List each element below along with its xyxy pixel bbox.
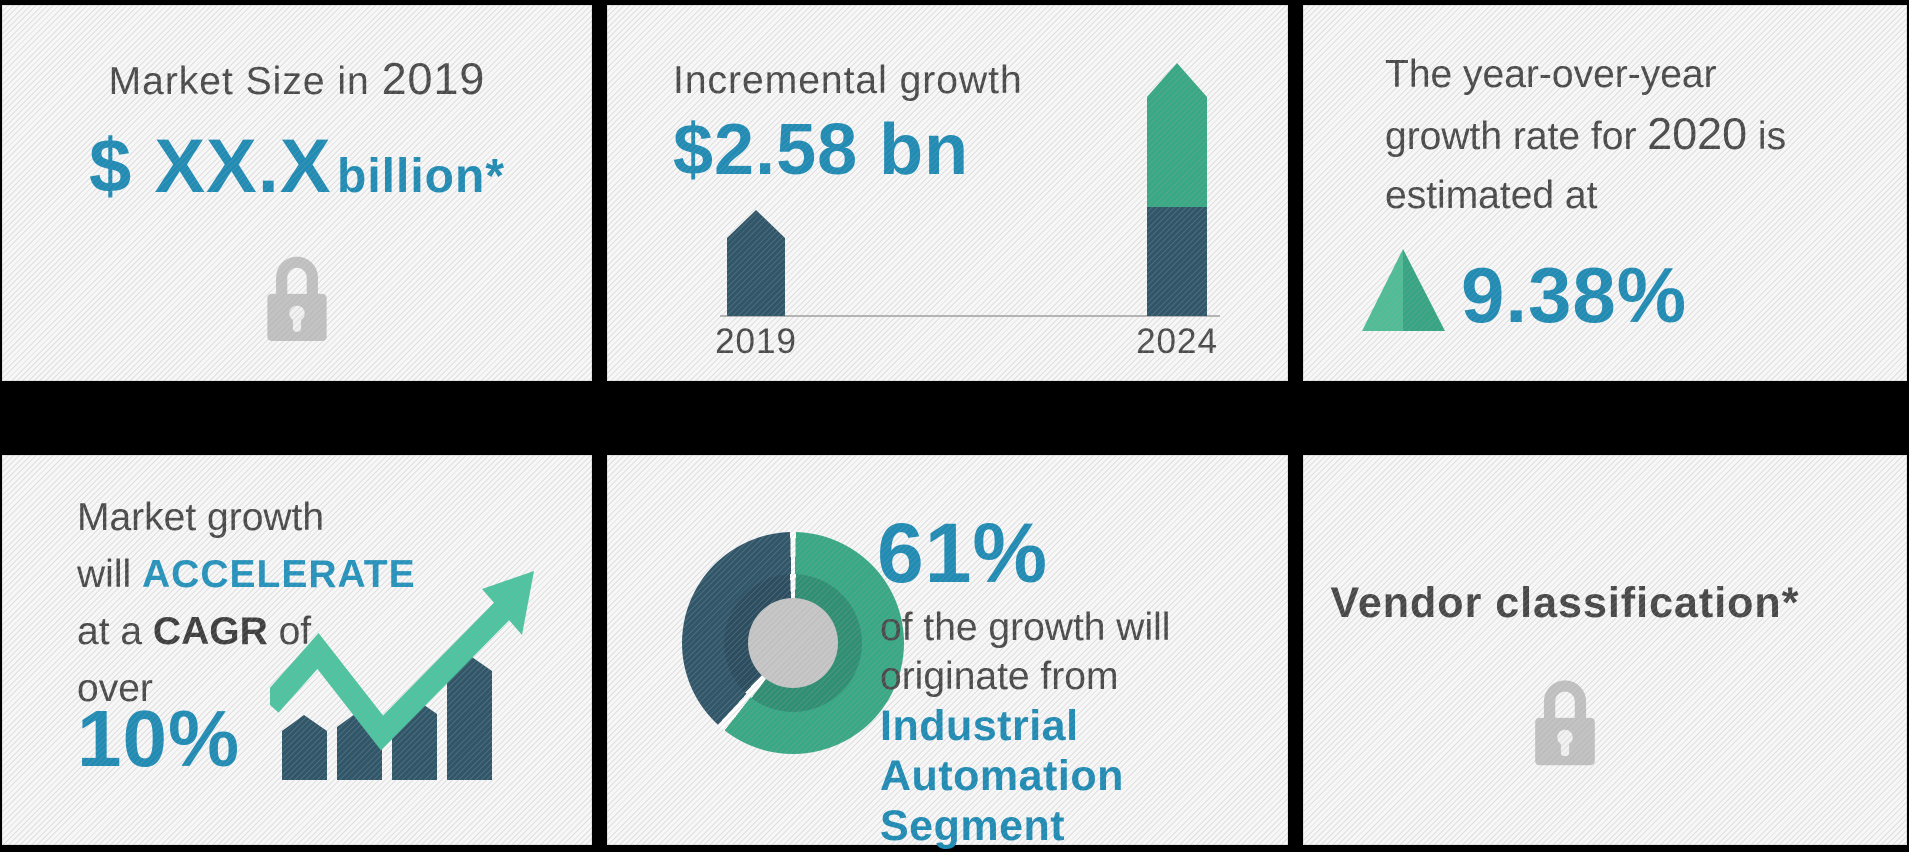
cagr-label-text: CAGR [152, 610, 268, 653]
yoy-line2-before: growth rate for [1385, 115, 1637, 158]
donut-center [748, 598, 838, 688]
market-size-unit: billion* [337, 150, 505, 203]
segment-name-block: Industrial Automation Segment [880, 701, 1124, 851]
yoy-line1: The year-over-year [1385, 53, 1717, 96]
cagr-text-block: Market growth will ACCELERATE at a CAGR … [77, 489, 416, 717]
yoy-line3: estimated at [1385, 174, 1598, 217]
bar-1 [282, 715, 327, 780]
lock-icon [1535, 680, 1595, 766]
segment-name-line1: Industrial [880, 702, 1079, 750]
growth-arrow-bars-icon [270, 571, 534, 780]
yoy-rate-value: 9.38% [1461, 251, 1688, 339]
yoy-line2-after: is [1757, 115, 1787, 158]
cagr-line4: over [77, 667, 153, 710]
segment-line2: originate from [880, 655, 1119, 698]
incremental-growth-title: Incremental growth [673, 59, 1023, 102]
panel-incremental-growth: Incremental growth $2.58 bn 2019 2024 [607, 5, 1288, 381]
cagr-line2-plain: will [77, 553, 132, 596]
bar-2024-base-segment [1147, 207, 1207, 316]
panel-yoy-growth: The year-over-year growth rate for 2020 … [1303, 5, 1907, 381]
bar-4 [447, 655, 492, 780]
market-size-amount: $ XX.X [88, 124, 332, 209]
incremental-growth-bar-chart [720, 63, 1220, 317]
cagr-value: 10% [77, 694, 241, 783]
segment-text-block: of the growth will originate from [880, 603, 1170, 701]
growth-triangle-icon [1362, 249, 1445, 331]
cagr-line1: Market growth [77, 496, 325, 539]
incremental-growth-value: $2.58 bn [673, 110, 970, 190]
cagr-line3: at a CAGR of [77, 603, 416, 660]
trend-arrow-head [482, 571, 534, 635]
cagr-line2: will ACCELERATE [77, 546, 416, 603]
segment-donut-chart [682, 532, 904, 754]
trend-arrow-line [270, 600, 513, 751]
market-size-value: $ XX.X billion* [2, 123, 592, 210]
segment-percent: 61% [877, 506, 1049, 600]
market-size-title-year: 2019 [381, 53, 486, 104]
segment-name-line2: Automation [880, 752, 1124, 800]
panel-market-size: Market Size in 2019 $ XX.X billion* [2, 5, 592, 381]
market-size-title-text: Market Size in [108, 60, 370, 103]
yoy-line2-year: 2020 [1647, 108, 1748, 159]
bar-2019 [727, 210, 785, 316]
market-size-title: Market Size in 2019 [2, 53, 592, 105]
segment-line1: of the growth will [880, 606, 1171, 649]
bar-2024-increment-segment [1147, 63, 1207, 207]
yoy-line2: growth rate for 2020 is [1385, 104, 1786, 166]
cagr-line3-post: of [278, 610, 312, 653]
lock-icon [267, 256, 327, 341]
cagr-line3-pre: at a [77, 610, 143, 653]
x-tick-2024: 2024 [1136, 322, 1218, 361]
x-tick-2019: 2019 [715, 322, 797, 361]
panel-cagr: Market growth will ACCELERATE at a CAGR … [2, 455, 592, 845]
cagr-accelerate-text: ACCELERATE [142, 553, 416, 596]
yoy-text-block: The year-over-year growth rate for 2020 … [1385, 45, 1786, 225]
vendor-title: Vendor classification* [1330, 579, 1800, 627]
segment-name-line3: Segment [880, 802, 1066, 850]
panel-segment-share: 61% of the growth will originate from In… [607, 455, 1288, 850]
panel-vendor-classification: Vendor classification* [1303, 455, 1907, 845]
